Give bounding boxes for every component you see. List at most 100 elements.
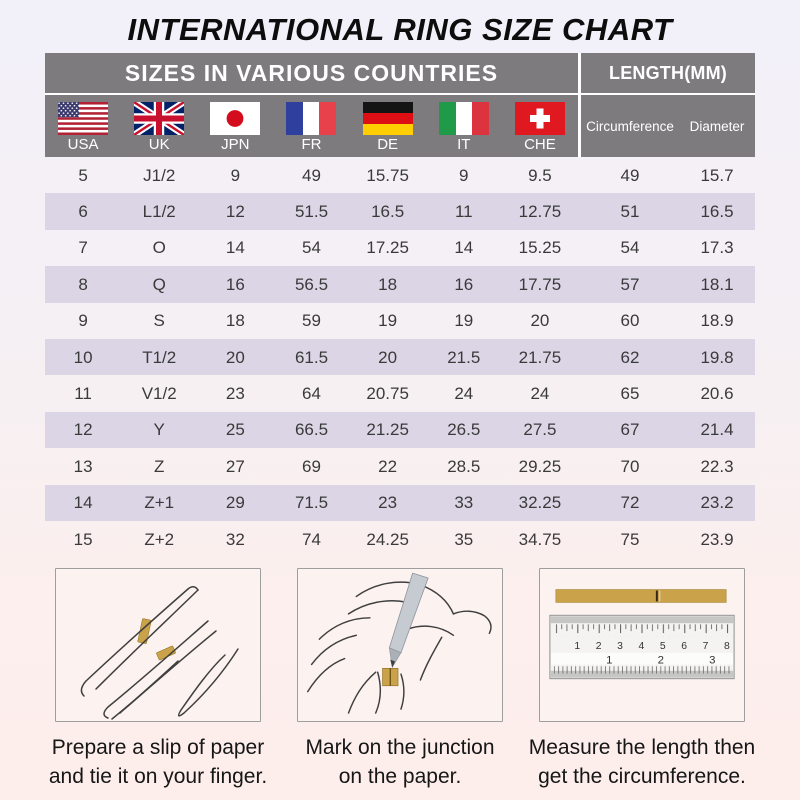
table-cell: 23 [378,493,398,513]
hand-with-paper-strip-icon [80,586,239,720]
country-label: USA [67,136,99,153]
table-cell: Z [154,456,165,476]
table-cell: 35 [454,529,474,549]
table-cell: 74 [302,529,321,549]
country-column-switzerland: CHE [502,95,578,157]
uk-flag-icon [134,102,185,135]
country-column-uk: UK [121,95,197,157]
instructions-section: Prepare a slip of paper and tie it on yo… [45,568,755,791]
step-mark-junction: Mark on the junction on the paper. [287,568,513,791]
table-cell: 57 [620,274,640,294]
table-cell: 26.5 [447,420,481,440]
header-horizontal-divider [45,93,755,95]
table-cell: 21.4 [700,420,734,440]
table-cell: 32 [225,529,245,549]
country-label: DE [377,136,399,153]
table-row: 10 T1/2 20 61.5 20 21.5 21.75 62 19.8 [45,338,755,376]
table-cell: 15 [73,529,93,549]
table-cell: 15.7 [700,165,734,185]
table-cell: Z+2 [144,529,175,549]
table-cell: 16 [225,274,245,294]
table-cell: 59 [302,311,321,331]
ruler-inch-number: 2 [658,654,664,666]
table-cell: 9 [78,311,88,331]
table-cell: 17.75 [518,274,562,294]
size-table-body: 5 J1/2 9 49 15.75 9 9.5 49 15.7 6 L1/2 12 51.5 16.5 11… [45,157,755,557]
table-cell: 21.25 [366,420,409,440]
table-row: 13 Z 27 69 22 28.5 29.25 70 22.3 [45,448,755,484]
table-row: 7 O 14 54 17.25 14 15.25 54 17.3 [45,230,755,266]
table-cell: S [153,311,165,331]
table-cell: 21.75 [518,347,562,367]
table-cell: 18 [225,311,245,331]
caption-line: Prepare a slip of paper [51,736,265,759]
table-row: 9 S 18 59 19 19 20 60 18.9 [45,303,755,339]
table-cell: 9 [230,165,241,185]
table-cell: 28.5 [447,456,481,476]
table-cell: 11 [74,384,92,404]
step-caption: Mark on the junction on the paper. [305,733,494,791]
country-column-italy: IT [426,95,502,157]
table-cell: 20 [225,347,245,367]
header-sizes-in-various-countries: SIZES IN VARIOUS COUNTRIES [124,59,499,86]
table-cell: 51 [620,202,640,222]
ruler-cm-number: 8 [724,641,730,652]
japan-flag-icon [210,102,261,135]
table-cell: 14 [454,238,474,258]
table-cell: 54 [302,238,321,258]
germany-flag-icon [362,102,413,135]
table-header-top: SIZES IN VARIOUS COUNTRIES LENGTH(MM) [45,53,755,93]
table-cell: 62 [620,347,640,367]
table-cell: 11 [454,202,473,222]
country-label: IT [457,136,471,153]
table-header-flags: USA UK JPN [45,95,755,157]
table-cell: Z+1 [144,493,175,513]
column-label-diameter: Diameter [689,118,745,134]
table-cell: 71.5 [294,493,329,513]
ruler-cm-number: 6 [681,641,687,652]
table-cell: 14 [73,493,93,513]
usa-flag-icon [58,102,109,135]
table-cell: 27 [225,456,245,476]
country-column-usa: USA [45,95,121,157]
table-cell: 75 [620,529,640,549]
italy-flag-icon [438,102,489,135]
france-flag-icon [286,102,337,135]
table-cell: 65 [620,384,640,404]
header-vertical-divider [578,95,581,157]
ruler-cm-number: 5 [660,641,666,652]
table-cell: 72 [620,493,640,513]
table-cell: 16 [454,274,474,294]
table-row: 6 L1/2 12 51.5 16.5 11 12.75 51 16.5 [45,193,755,230]
table-cell: 22.3 [700,456,734,476]
ruler-cm-number: 1 [574,641,580,652]
table-cell: 29.25 [518,456,562,476]
table-cell: 69 [302,456,321,476]
table-cell: 23.2 [700,493,734,513]
table-cell: 66.5 [294,420,329,440]
table-cell: 20.75 [366,384,409,404]
table-row: 5 J1/2 9 49 15.75 9 9.5 49 15.7 [45,157,755,193]
table-cell: 17.25 [366,238,409,258]
table-cell: T1/2 [142,347,177,367]
table-cell: 29 [225,493,245,513]
table-cell: 17.3 [700,238,734,258]
table-cell: 19.8 [700,347,734,367]
paper-strip [555,589,727,603]
caption-line: Measure the length then [528,736,756,759]
marking-pen-illustration [297,568,503,722]
table-cell: 20 [378,347,398,367]
table-cell: 61.5 [294,347,329,367]
table-cell: J1/2 [143,165,176,185]
table-cell: Y [153,420,165,440]
table-cell: 64 [302,384,321,404]
table-cell: 16.5 [371,202,405,222]
marking-pen-icon [306,572,492,714]
country-column-germany: DE [350,95,426,157]
table-cell: 8 [78,274,88,294]
table-cell: 24 [530,384,550,404]
country-column-france: FR [273,95,349,157]
ruler-inch-number: 3 [709,654,715,666]
table-cell: 12 [73,420,93,440]
